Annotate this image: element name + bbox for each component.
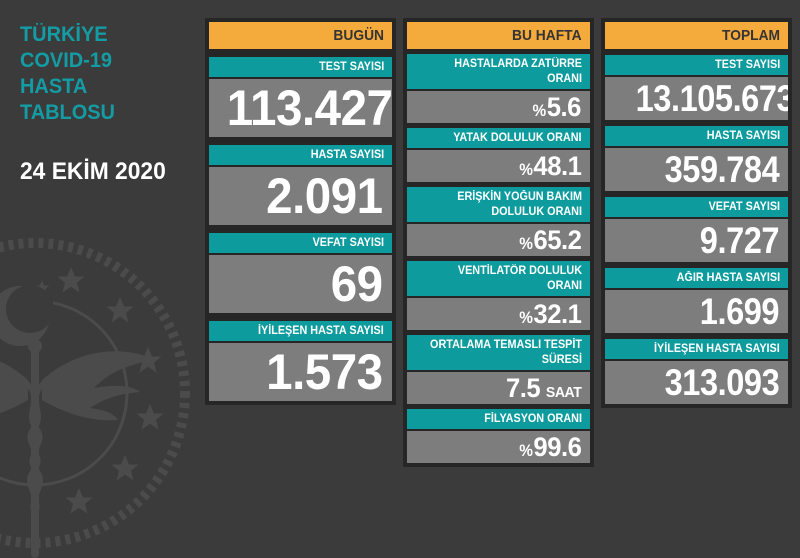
stat-block-toplam-vefat: VEFAT SAYISI 9.727 xyxy=(605,197,788,262)
stat-value: %48.1 xyxy=(407,150,590,182)
stat-value: 359.784 xyxy=(605,148,788,191)
stats-board: BUGÜN TEST SAYISI 113.427 HASTA SAYISI 2… xyxy=(205,18,792,467)
stat-label: AĞIR HASTA SAYISI xyxy=(605,268,788,288)
stat-value: 313.093 xyxy=(605,361,788,404)
stat-block-toplam-hasta: HASTA SAYISI 359.784 xyxy=(605,126,788,191)
stat-block-zaturre: HASTALARDA ZATÜRRE ORANI %5.6 xyxy=(407,54,590,123)
stat-block-yogun-bakim: ERİŞKİN YOĞUN BAKIM DOLULUK ORANI %65.2 xyxy=(407,187,590,256)
stat-label: VENTİLATÖR DOLULUK ORANI xyxy=(407,261,590,296)
stat-label: HASTA SAYISI xyxy=(209,145,392,165)
stat-block-temasli-tespit: ORTALAMA TEMASLI TESPİT SÜRESİ 7.5 SAAT xyxy=(407,335,590,404)
stat-value: 13.105.673 xyxy=(605,77,788,120)
stat-value: 7.5 SAAT xyxy=(407,372,590,404)
stat-block-yatak: YATAK DOLULUK ORANI %48.1 xyxy=(407,128,590,182)
column-toplam: TOPLAM TEST SAYISI 13.105.673 HASTA SAYI… xyxy=(601,18,792,408)
stat-value: %32.1 xyxy=(407,298,590,330)
page-title-line: COVID-19 xyxy=(20,49,113,72)
page-title-line: HASTA xyxy=(20,75,88,98)
stat-label: VEFAT SAYISI xyxy=(605,197,788,217)
stat-label: ERİŞKİN YOĞUN BAKIM DOLULUK ORANI xyxy=(407,187,590,222)
branding-panel: TÜRKİYE COVID-19 HASTA TABLOSU 24 EKİM 2… xyxy=(0,0,205,558)
stat-label: FİLYASYON ORANI xyxy=(407,409,590,429)
stat-label: İYİLEŞEN HASTA SAYISI xyxy=(605,339,788,359)
page-title-line: TÜRKİYE xyxy=(20,23,108,46)
stat-label: TEST SAYISI xyxy=(209,57,392,77)
stat-block-bugun-iyilesen: İYİLEŞEN HASTA SAYISI 1.573 xyxy=(209,321,392,401)
stat-label: TEST SAYISI xyxy=(605,55,788,75)
stat-value: %5.6 xyxy=(407,91,590,123)
stat-block-bugun-hasta: HASTA SAYISI 2.091 xyxy=(209,145,392,225)
stat-block-bugun-vefat: VEFAT SAYISI 69 xyxy=(209,233,392,313)
stat-value: 2.091 xyxy=(209,167,392,225)
stat-block-toplam-iyilesen: İYİLEŞEN HASTA SAYISI 313.093 xyxy=(605,339,788,404)
stat-label: HASTALARDA ZATÜRRE ORANI xyxy=(407,54,590,89)
column-header-toplam: TOPLAM xyxy=(605,22,788,49)
stat-value: 1.573 xyxy=(209,343,392,401)
stat-label: HASTA SAYISI xyxy=(605,126,788,146)
page-title-line: TABLOSU xyxy=(20,101,115,124)
stat-value: 69 xyxy=(209,255,392,313)
stat-block-filyasyon: FİLYASYON ORANI %99.6 xyxy=(407,409,590,463)
report-date: 24 EKİM 2020 xyxy=(20,158,166,185)
stat-label: YATAK DOLULUK ORANI xyxy=(407,128,590,148)
ministry-of-health-emblem-icon xyxy=(0,238,190,558)
stat-block-ventilator: VENTİLATÖR DOLULUK ORANI %32.1 xyxy=(407,261,590,330)
stat-label: VEFAT SAYISI xyxy=(209,233,392,253)
stat-value: 1.699 xyxy=(605,290,788,333)
page-title: TÜRKİYE COVID-19 HASTA TABLOSU xyxy=(20,22,120,126)
stat-block-agir-hasta: AĞIR HASTA SAYISI 1.699 xyxy=(605,268,788,333)
stat-value: 9.727 xyxy=(605,219,788,262)
column-header-bu-hafta: BU HAFTA xyxy=(407,22,590,49)
stat-value: %65.2 xyxy=(407,224,590,256)
stat-value: 113.427 xyxy=(209,79,392,137)
stat-block-toplam-test: TEST SAYISI 13.105.673 xyxy=(605,55,788,120)
stat-block-bugun-test: TEST SAYISI 113.427 xyxy=(209,57,392,137)
stat-label: İYİLEŞEN HASTA SAYISI xyxy=(209,321,392,341)
column-bu-hafta: BU HAFTA HASTALARDA ZATÜRRE ORANI %5.6 Y… xyxy=(403,18,594,467)
column-header-bugun: BUGÜN xyxy=(209,22,392,49)
stat-label: ORTALAMA TEMASLI TESPİT SÜRESİ xyxy=(407,335,590,370)
stat-value: %99.6 xyxy=(407,431,590,463)
column-bugun: BUGÜN TEST SAYISI 113.427 HASTA SAYISI 2… xyxy=(205,18,396,405)
